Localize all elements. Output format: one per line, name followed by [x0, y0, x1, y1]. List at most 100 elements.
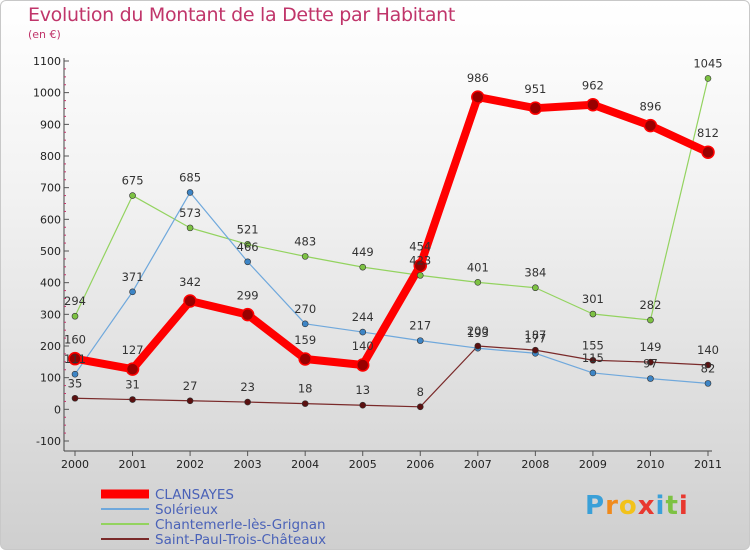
data-label: 155 [582, 338, 604, 352]
x-tick-label: 2006 [406, 458, 434, 471]
x-tick-label: 2000 [61, 458, 89, 471]
data-label: 483 [294, 234, 316, 248]
series-marker [359, 263, 367, 271]
series-marker [301, 320, 309, 328]
series-marker [474, 279, 482, 286]
data-label: 282 [639, 298, 661, 312]
data-label: 401 [467, 260, 489, 274]
data-label: 244 [352, 310, 374, 324]
x-tick-label: 2004 [291, 458, 319, 471]
data-label: 299 [237, 289, 259, 303]
logo-letter: t [665, 491, 679, 521]
data-label: 301 [582, 292, 604, 306]
x-tick-label: 2003 [234, 458, 262, 471]
x-tick-label: 2007 [464, 458, 492, 471]
x-tick-label: 2008 [521, 458, 549, 471]
series-marker [532, 284, 539, 292]
series-marker [589, 369, 597, 377]
series-marker [416, 272, 424, 279]
data-label: 8 [417, 385, 424, 399]
y-tick-label: 400 [40, 277, 61, 290]
x-tick-label: 2005 [349, 458, 377, 471]
data-label: 270 [294, 302, 316, 316]
series-marker [186, 397, 194, 405]
x-tick-label: 2009 [579, 458, 607, 471]
data-label: 193 [467, 326, 489, 340]
series-marker [643, 118, 658, 133]
series-marker [355, 358, 370, 372]
series-marker [589, 310, 597, 318]
y-tick-label: 1100 [33, 55, 61, 68]
series-marker [413, 258, 428, 273]
x-tick-label: 2001 [119, 458, 147, 471]
data-label: 812 [697, 126, 719, 140]
logo-letter: i [678, 491, 689, 521]
logo-letter: x [637, 491, 656, 521]
legend-label: Chantemerle-lès-Grignan [155, 517, 326, 533]
series-marker [416, 337, 424, 344]
y-tick-label: 200 [40, 340, 61, 353]
data-label: 521 [237, 222, 259, 236]
data-label: 896 [639, 100, 661, 114]
series-line-2 [74, 77, 709, 321]
legend-label: CLANSAYES [155, 487, 234, 503]
data-label: 675 [122, 174, 144, 188]
series-marker [129, 396, 136, 403]
data-label: 27 [183, 379, 198, 393]
data-label: 217 [409, 319, 431, 333]
data-label: 685 [179, 170, 201, 184]
series-marker [647, 316, 654, 324]
data-label: 177 [524, 331, 546, 345]
data-label: 160 [64, 333, 86, 347]
data-label: 423 [409, 253, 431, 267]
y-tick-label: 1000 [33, 87, 61, 100]
series-marker [183, 294, 197, 308]
y-tick-label: 0 [54, 403, 61, 416]
data-label: 159 [294, 333, 316, 347]
series-marker [416, 403, 424, 411]
y-tick-label: 800 [40, 150, 61, 163]
chart-title: Evolution du Montant de la Dette par Hab… [28, 4, 456, 26]
series-marker [129, 192, 136, 199]
series-line-0 [71, 93, 712, 374]
series-marker [71, 370, 79, 378]
y-tick-label: 600 [40, 213, 61, 226]
proxiti-logo: Proxiti [585, 491, 689, 521]
series-marker [528, 101, 543, 115]
series-marker [532, 346, 539, 354]
series-marker [359, 328, 367, 336]
data-label: 951 [524, 82, 546, 96]
y-tick-label: 100 [40, 372, 61, 385]
series-marker [68, 351, 82, 366]
series-marker [647, 358, 654, 366]
data-label: 573 [179, 206, 201, 220]
data-label: 200 [467, 324, 489, 338]
series-marker [244, 398, 251, 406]
data-label: 986 [467, 71, 489, 85]
series-marker [186, 189, 194, 196]
series-marker [301, 400, 309, 407]
series-marker [298, 352, 312, 366]
data-label: 384 [524, 266, 546, 280]
x-tick-label: 2010 [636, 458, 664, 471]
data-label: 1045 [693, 56, 722, 70]
logo-letter: r [605, 491, 619, 521]
data-label: 115 [582, 351, 604, 365]
data-label: 454 [409, 240, 431, 254]
series-marker [704, 361, 712, 369]
logo-letter: P [585, 491, 606, 521]
data-label: 371 [122, 270, 144, 284]
data-label: 97 [643, 357, 658, 371]
y-tick-label: 900 [40, 118, 61, 131]
series-line-1 [74, 191, 709, 384]
series-marker [647, 375, 654, 382]
series-marker [471, 90, 485, 104]
data-label: 82 [701, 361, 716, 375]
series-marker [586, 97, 600, 112]
series-line-3 [74, 345, 709, 408]
data-label: 35 [68, 376, 83, 390]
series-marker [704, 380, 712, 387]
series-marker [701, 145, 715, 159]
